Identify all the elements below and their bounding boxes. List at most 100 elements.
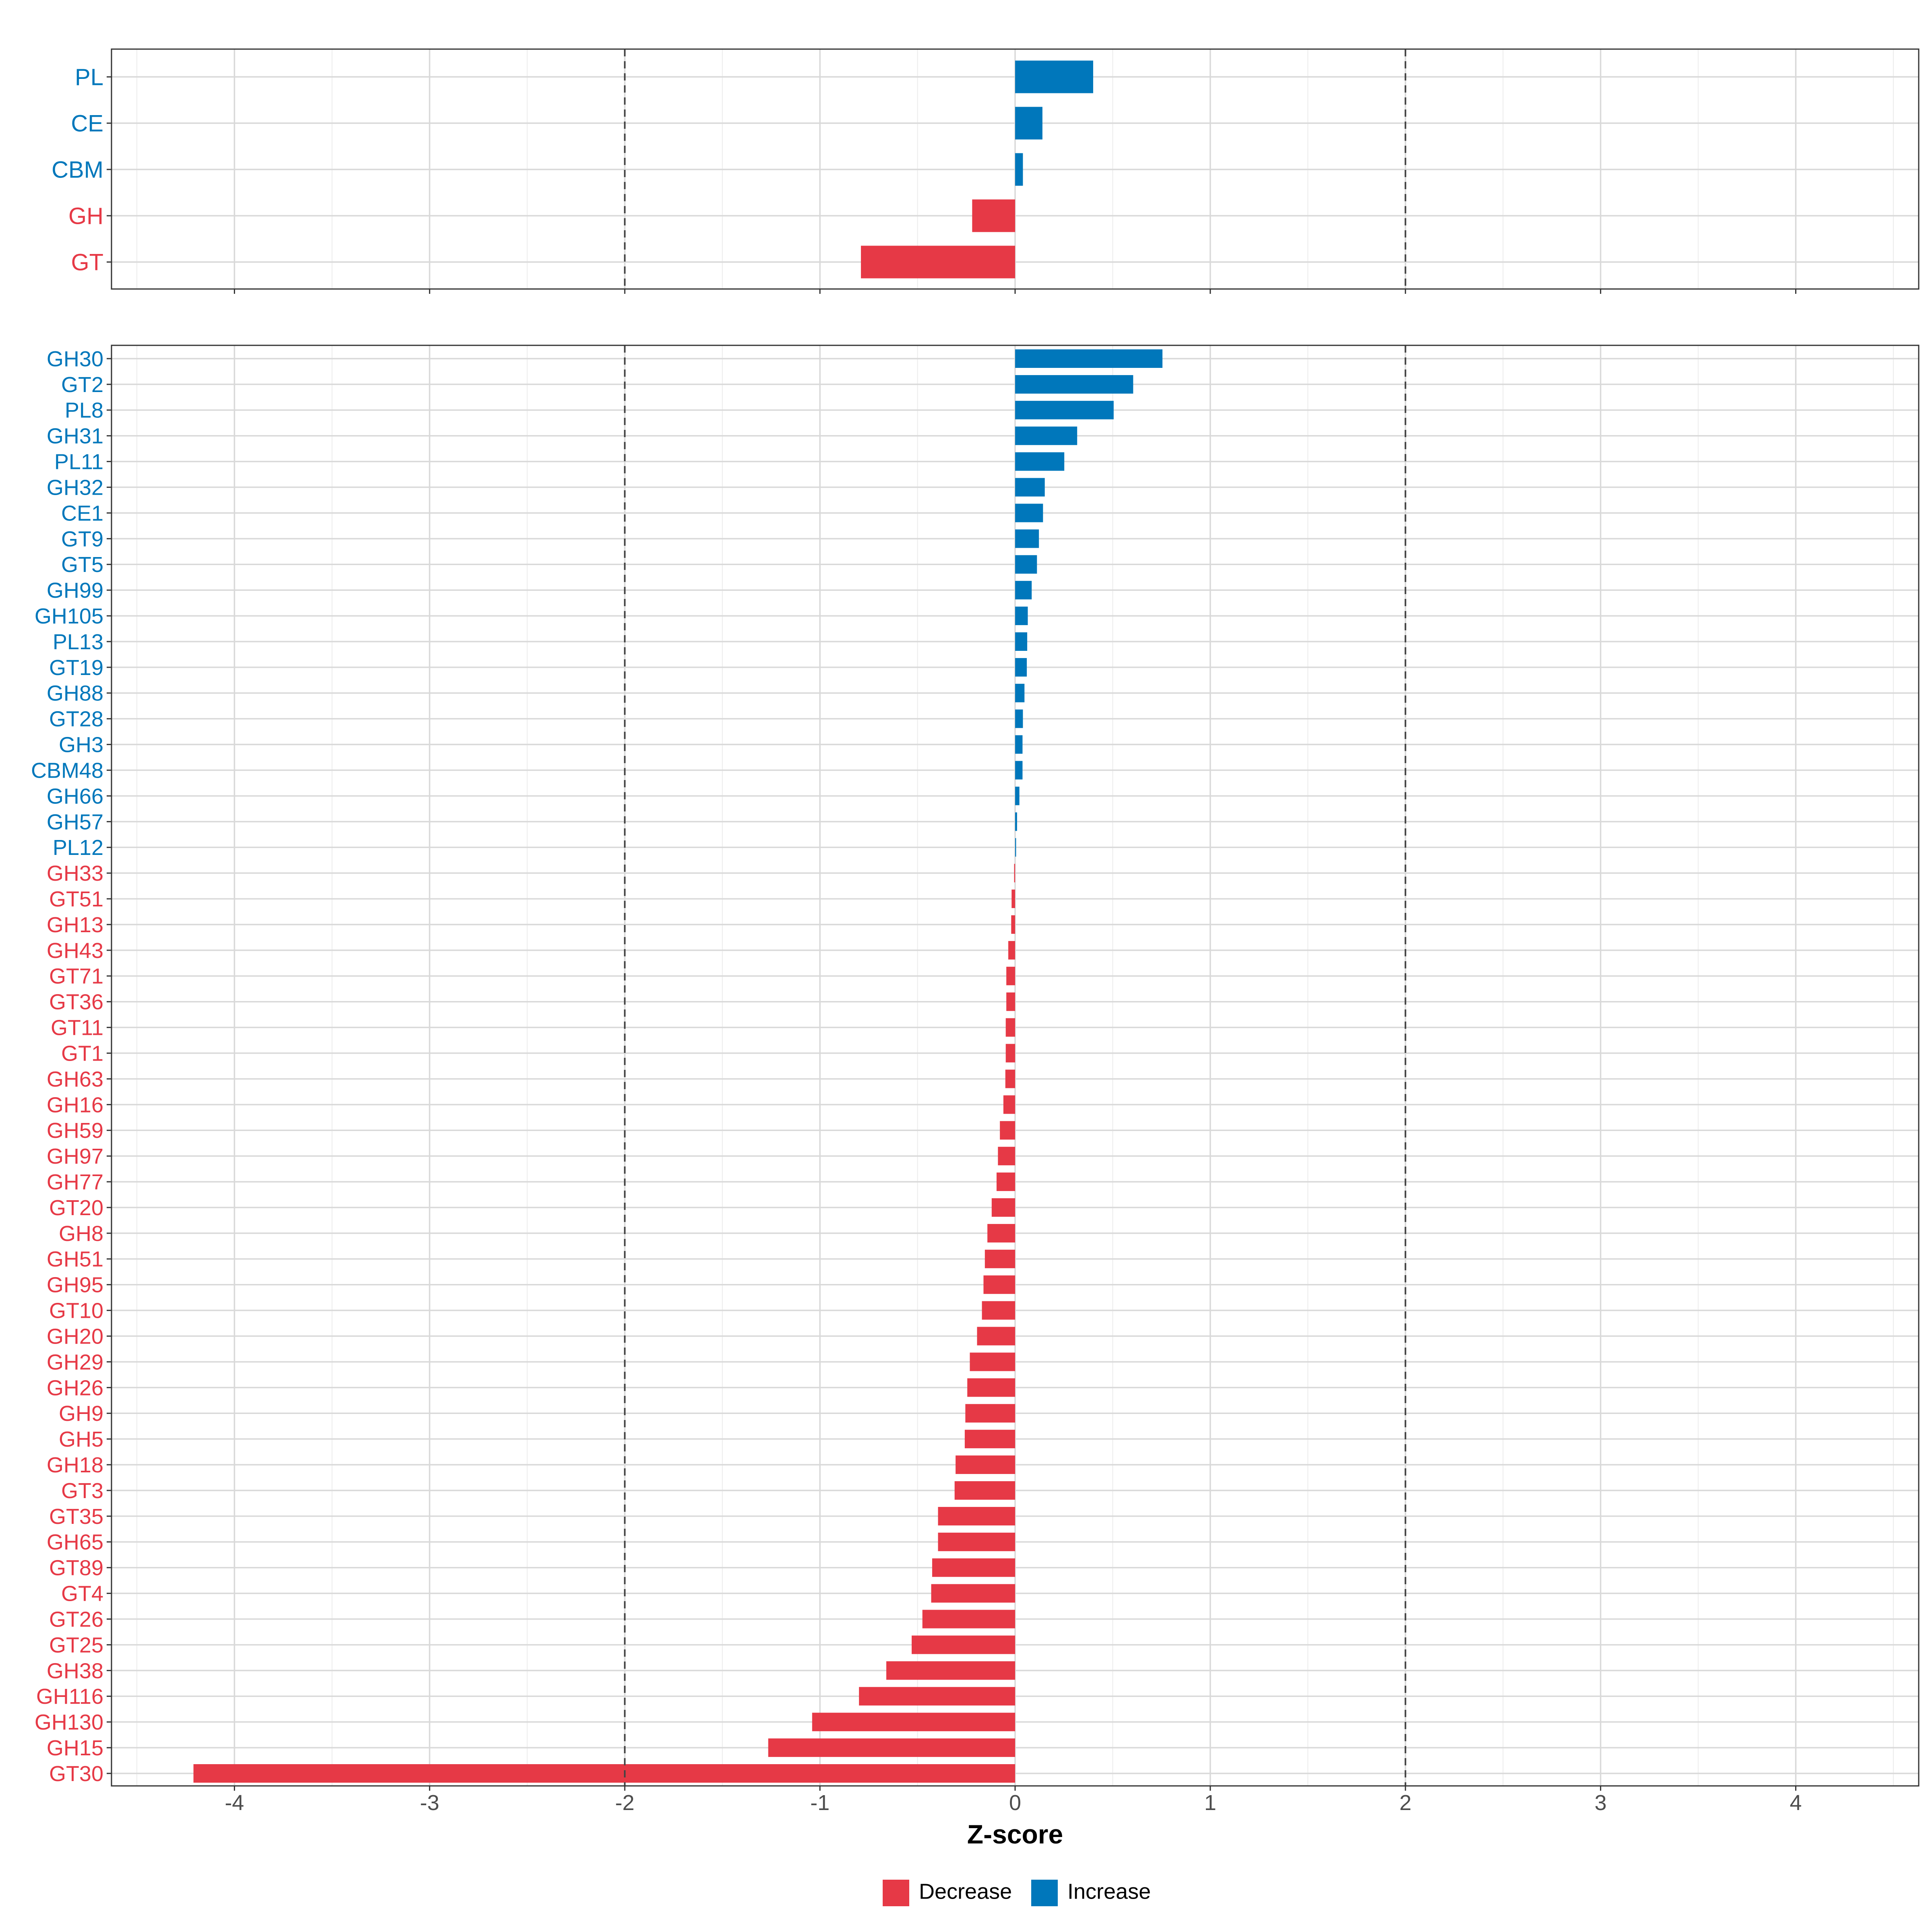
y-tick-label: GT20 xyxy=(49,1196,103,1220)
y-tick-label: GT19 xyxy=(49,656,103,680)
y-tick-label: PL12 xyxy=(53,836,103,860)
y-tick-label: GT3 xyxy=(61,1479,103,1503)
bar-gh33 xyxy=(1014,864,1015,883)
bar-gh97 xyxy=(998,1147,1015,1166)
y-tick-label: GT71 xyxy=(49,964,103,989)
bar-cbm48 xyxy=(1015,761,1023,780)
bar-gt xyxy=(861,246,1015,279)
bar-gt11 xyxy=(1005,1018,1015,1037)
bar-gt19 xyxy=(1015,658,1027,677)
bar-gh13 xyxy=(1011,915,1015,934)
y-tick-label: GH18 xyxy=(47,1453,103,1477)
bar-gh43 xyxy=(1008,941,1015,960)
y-tick-label: GH99 xyxy=(47,578,103,603)
y-tick-label: GH8 xyxy=(59,1222,103,1246)
y-tick-label: GH5 xyxy=(59,1427,103,1451)
bar-pl12 xyxy=(1015,838,1016,857)
y-tick-label: GT4 xyxy=(61,1582,103,1606)
y-tick-label: CE xyxy=(71,110,103,136)
bar-gh95 xyxy=(983,1275,1015,1294)
y-tick-label: GH33 xyxy=(47,861,103,886)
y-tick-label: GT36 xyxy=(49,990,103,1014)
y-tick-label: GH30 xyxy=(47,347,103,371)
bar-gt35 xyxy=(938,1507,1015,1525)
y-tick-label: GH3 xyxy=(59,733,103,757)
bar-gh8 xyxy=(987,1224,1015,1243)
y-tick-label: GT9 xyxy=(61,527,103,551)
bar-gt28 xyxy=(1015,709,1023,728)
bar-gt5 xyxy=(1015,555,1037,574)
y-tick-label: GH116 xyxy=(36,1684,103,1709)
y-tick-label: GH20 xyxy=(47,1324,103,1348)
x-tick-label: 0 xyxy=(1009,1791,1021,1815)
y-tick-label: GH29 xyxy=(47,1350,103,1374)
y-tick-label: GH77 xyxy=(47,1170,103,1194)
y-tick-label: PL11 xyxy=(54,450,103,474)
y-tick-label: GH16 xyxy=(47,1093,103,1117)
y-tick-label: GT11 xyxy=(51,1016,103,1040)
y-tick-label: GT25 xyxy=(49,1633,103,1657)
x-tick-label: -3 xyxy=(420,1791,439,1815)
y-tick-label: GH32 xyxy=(47,475,103,500)
y-tick-label: GH59 xyxy=(47,1119,103,1143)
bar-gh32 xyxy=(1015,478,1045,497)
y-tick-label: GT51 xyxy=(49,887,103,911)
y-tick-label: GH51 xyxy=(47,1247,103,1271)
bar-gt51 xyxy=(1011,890,1015,908)
bar-gt4 xyxy=(931,1584,1015,1603)
y-tick-label: GH65 xyxy=(47,1530,103,1554)
bar-gh57 xyxy=(1015,812,1017,831)
y-tick-label: CBM xyxy=(52,157,103,183)
y-tick-label: GH130 xyxy=(35,1710,103,1734)
bar-gh18 xyxy=(956,1455,1015,1474)
bar-gh105 xyxy=(1015,607,1028,625)
bar-gh51 xyxy=(985,1249,1015,1268)
bar-gh77 xyxy=(996,1172,1015,1191)
y-tick-label: GH15 xyxy=(47,1736,103,1760)
y-tick-label: PL8 xyxy=(65,398,103,423)
y-tick-label: GT5 xyxy=(61,553,103,577)
bar-gt20 xyxy=(991,1198,1015,1217)
legend-label-increase: Increase xyxy=(1067,1880,1151,1904)
bar-gh xyxy=(972,199,1015,232)
y-tick-label: GT35 xyxy=(49,1505,103,1529)
bar-gt2 xyxy=(1015,375,1133,394)
x-tick-label: -2 xyxy=(615,1791,634,1815)
legend-key-increase xyxy=(1031,1880,1058,1906)
bar-gh66 xyxy=(1015,786,1020,805)
bar-gh63 xyxy=(1005,1069,1015,1088)
bar-gt9 xyxy=(1015,529,1039,548)
x-axis: -4 -3 -2 -1 0 1 2 3 4 xyxy=(225,1791,1802,1815)
bar-gh38 xyxy=(886,1661,1015,1680)
y-tick-label: GH26 xyxy=(47,1376,103,1400)
bar-gt30 xyxy=(193,1764,1015,1783)
bar-gt36 xyxy=(1006,992,1015,1011)
y-tick-label: GH66 xyxy=(47,784,103,808)
y-tick-label: GT30 xyxy=(49,1762,103,1786)
bar-ce1 xyxy=(1015,504,1043,522)
y-tick-label: GH95 xyxy=(47,1273,103,1297)
bar-pl11 xyxy=(1015,452,1065,471)
bar-gh5 xyxy=(964,1430,1015,1449)
class-panel: PL CE CBM GH GT xyxy=(52,48,1920,294)
legend: Decrease Increase xyxy=(883,1880,1151,1906)
y-tick-label: GT2 xyxy=(61,373,103,397)
y-tick-label: GH97 xyxy=(47,1144,103,1168)
y-tick-label: GT1 xyxy=(61,1041,103,1065)
bar-gh99 xyxy=(1015,581,1032,600)
y-tick-label: GT26 xyxy=(49,1607,103,1631)
bar-gh130 xyxy=(812,1713,1015,1732)
bar-gh65 xyxy=(938,1532,1015,1551)
bar-gh16 xyxy=(1003,1095,1015,1114)
x-tick-label: -4 xyxy=(225,1791,244,1815)
bar-gt3 xyxy=(954,1481,1015,1500)
legend-key-decrease xyxy=(883,1880,909,1906)
bar-gh3 xyxy=(1015,735,1023,754)
bar-gh30 xyxy=(1015,349,1163,368)
y-tick-label: GH88 xyxy=(47,681,103,706)
y-tick-label: CE1 xyxy=(61,501,103,525)
y-tick-label: GH38 xyxy=(47,1659,103,1683)
bar-gh9 xyxy=(965,1404,1015,1423)
bar-gh20 xyxy=(977,1327,1015,1346)
